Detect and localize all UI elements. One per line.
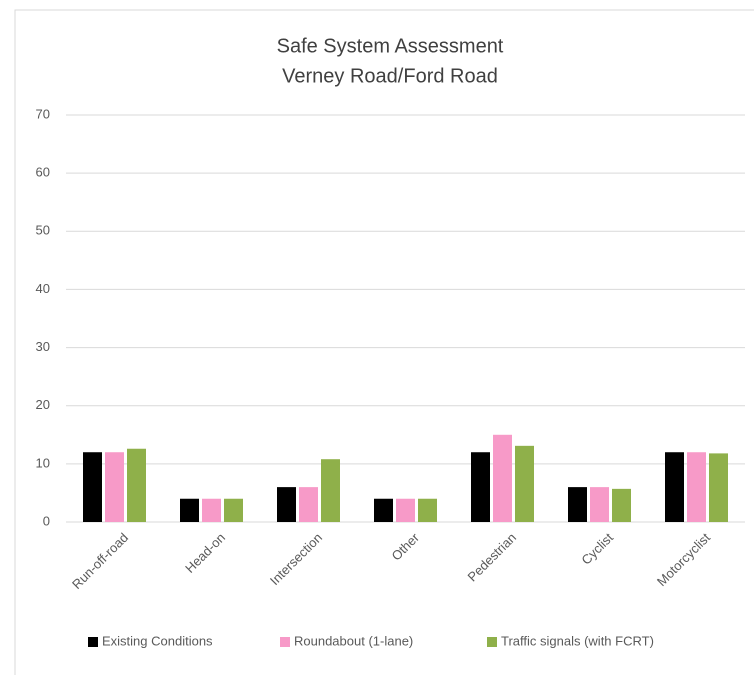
bar xyxy=(202,498,221,522)
chart-title: Safe System Assessment xyxy=(277,35,504,57)
bar xyxy=(224,498,243,522)
bar xyxy=(493,434,512,522)
bar xyxy=(396,498,415,522)
y-tick-label: 20 xyxy=(36,397,50,412)
bar xyxy=(709,453,728,522)
legend-label: Existing Conditions xyxy=(102,633,213,648)
bar xyxy=(127,448,146,522)
y-tick-label: 40 xyxy=(36,281,50,296)
legend-swatch xyxy=(280,637,290,647)
bar xyxy=(515,445,534,522)
legend-label: Traffic signals (with FCRT) xyxy=(501,633,654,648)
y-tick-label: 30 xyxy=(36,339,50,354)
bar xyxy=(374,498,393,522)
bar xyxy=(418,498,437,522)
bar xyxy=(321,459,340,522)
legend-swatch xyxy=(487,637,497,647)
bar xyxy=(299,487,318,522)
bar xyxy=(687,452,706,522)
bar xyxy=(665,452,684,522)
bar xyxy=(277,487,296,522)
y-tick-label: 60 xyxy=(36,165,50,180)
bar xyxy=(568,487,587,522)
legend-swatch xyxy=(88,637,98,647)
bar xyxy=(612,488,631,522)
bar xyxy=(471,452,490,522)
legend-label: Roundabout (1-lane) xyxy=(294,633,413,648)
chart-subtitle: Verney Road/Ford Road xyxy=(282,65,498,87)
y-tick-label: 0 xyxy=(43,513,50,528)
chart-frame xyxy=(14,9,754,675)
bar xyxy=(83,452,102,522)
y-tick-label: 70 xyxy=(36,106,50,121)
y-tick-label: 10 xyxy=(36,455,50,470)
bar xyxy=(105,452,124,522)
y-tick-label: 50 xyxy=(36,223,50,238)
bar xyxy=(590,487,609,522)
bar xyxy=(180,498,199,522)
